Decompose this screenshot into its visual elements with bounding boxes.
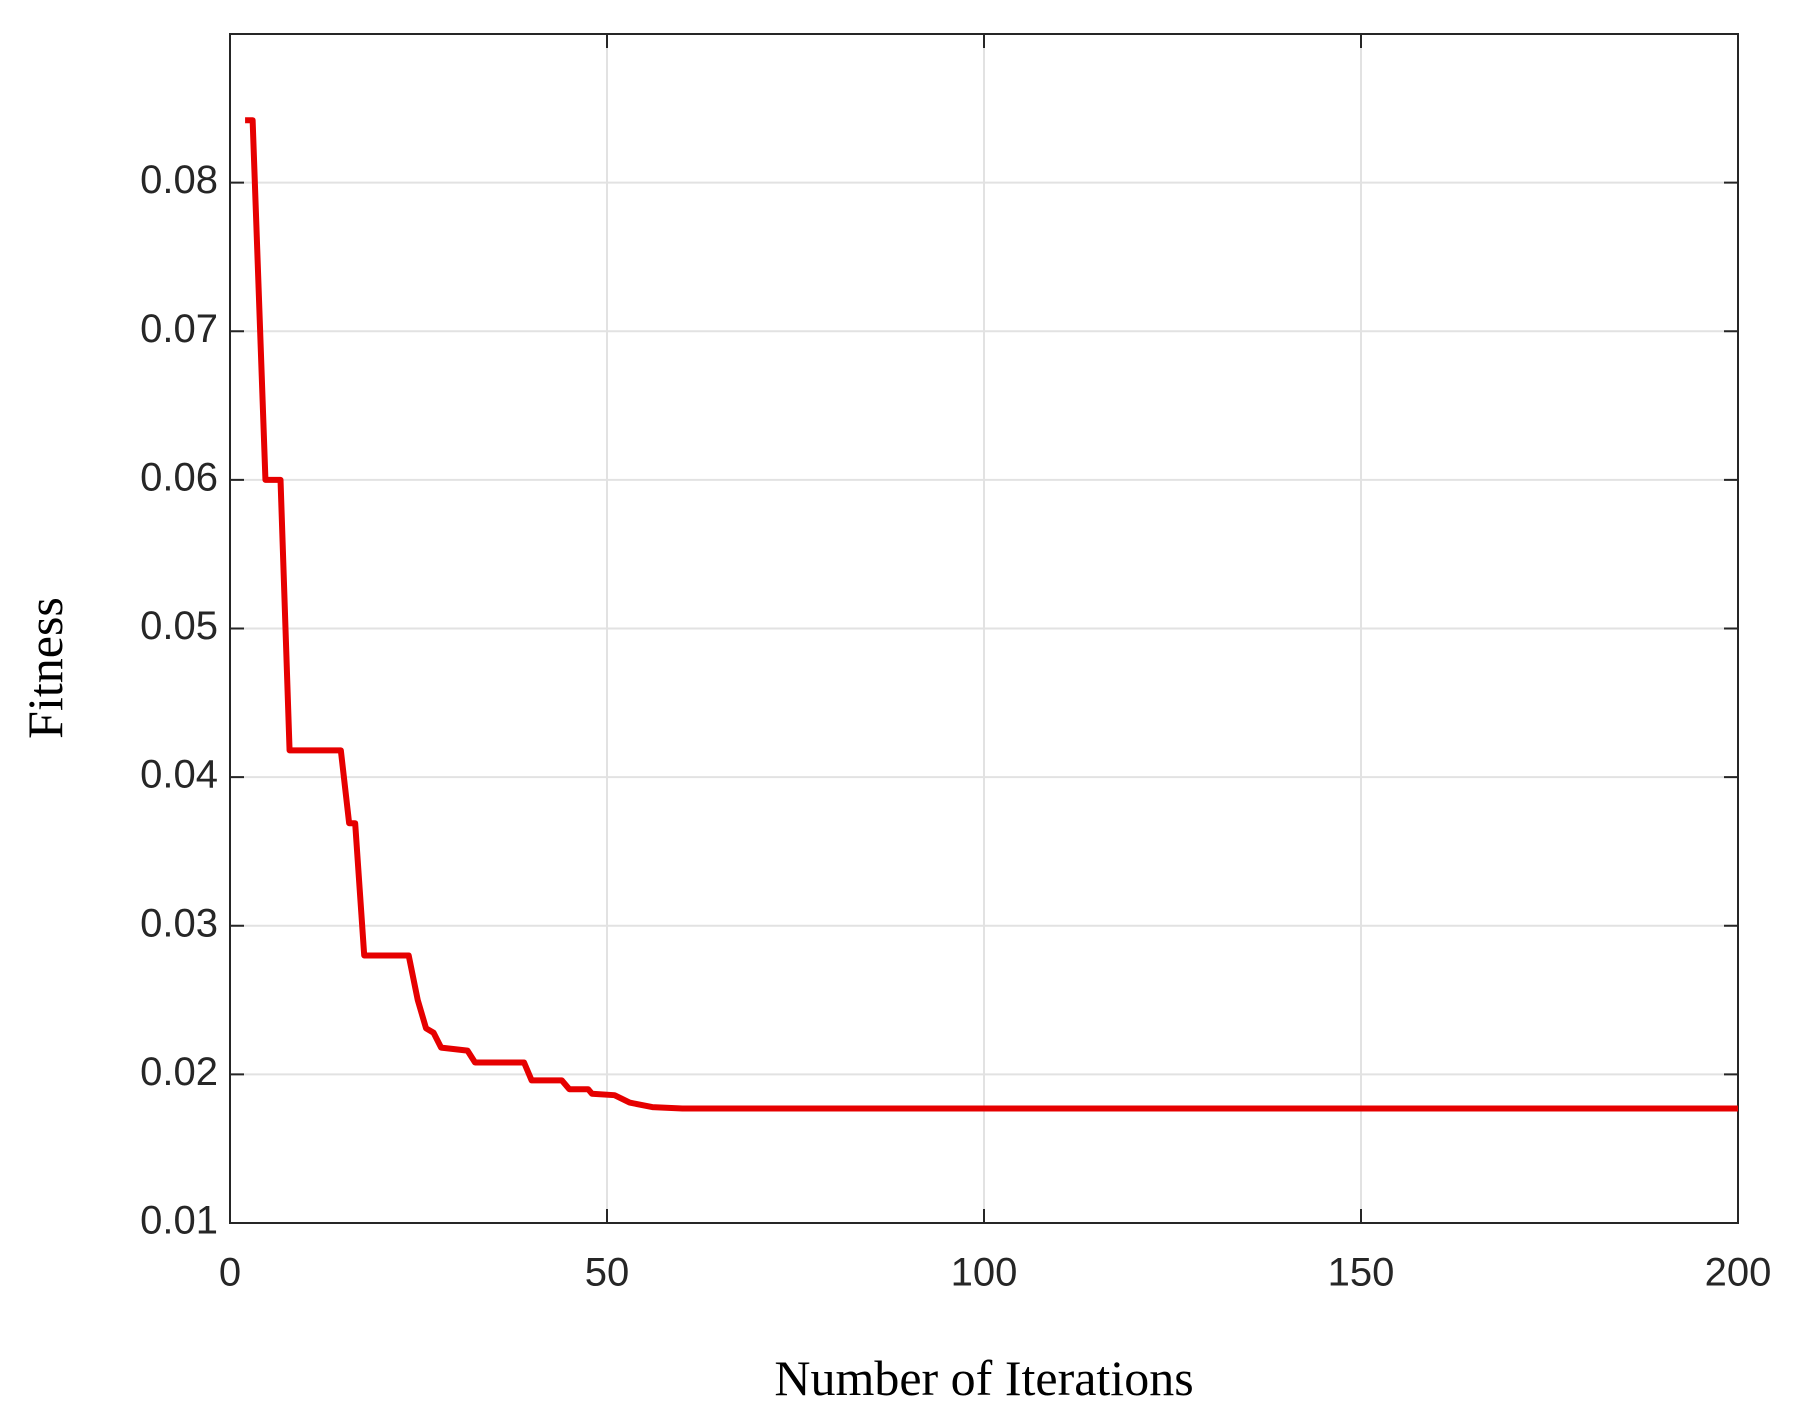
y-tick-label: 0.08 [140, 158, 218, 202]
x-tick-label: 150 [1328, 1251, 1395, 1295]
y-tick-label: 0.05 [140, 604, 218, 648]
y-tick-label: 0.04 [140, 753, 218, 797]
y-tick-label: 0.07 [140, 307, 218, 351]
x-tick-label: 0 [219, 1251, 241, 1295]
y-tick-label: 0.03 [140, 901, 218, 945]
y-tick-label: 0.01 [140, 1199, 218, 1243]
data-line [245, 117, 1738, 1112]
plot-frame [229, 33, 1739, 1224]
y-tick-label: 0.06 [140, 455, 218, 499]
x-axis-label: Number of Iterations [774, 1350, 1193, 1406]
x-tick-label: 50 [585, 1251, 630, 1295]
x-tick-label: 200 [1705, 1251, 1772, 1295]
y-axis-label: Fitness [17, 597, 73, 739]
y-tick-label: 0.02 [140, 1050, 218, 1094]
x-tick-label: 100 [951, 1251, 1018, 1295]
